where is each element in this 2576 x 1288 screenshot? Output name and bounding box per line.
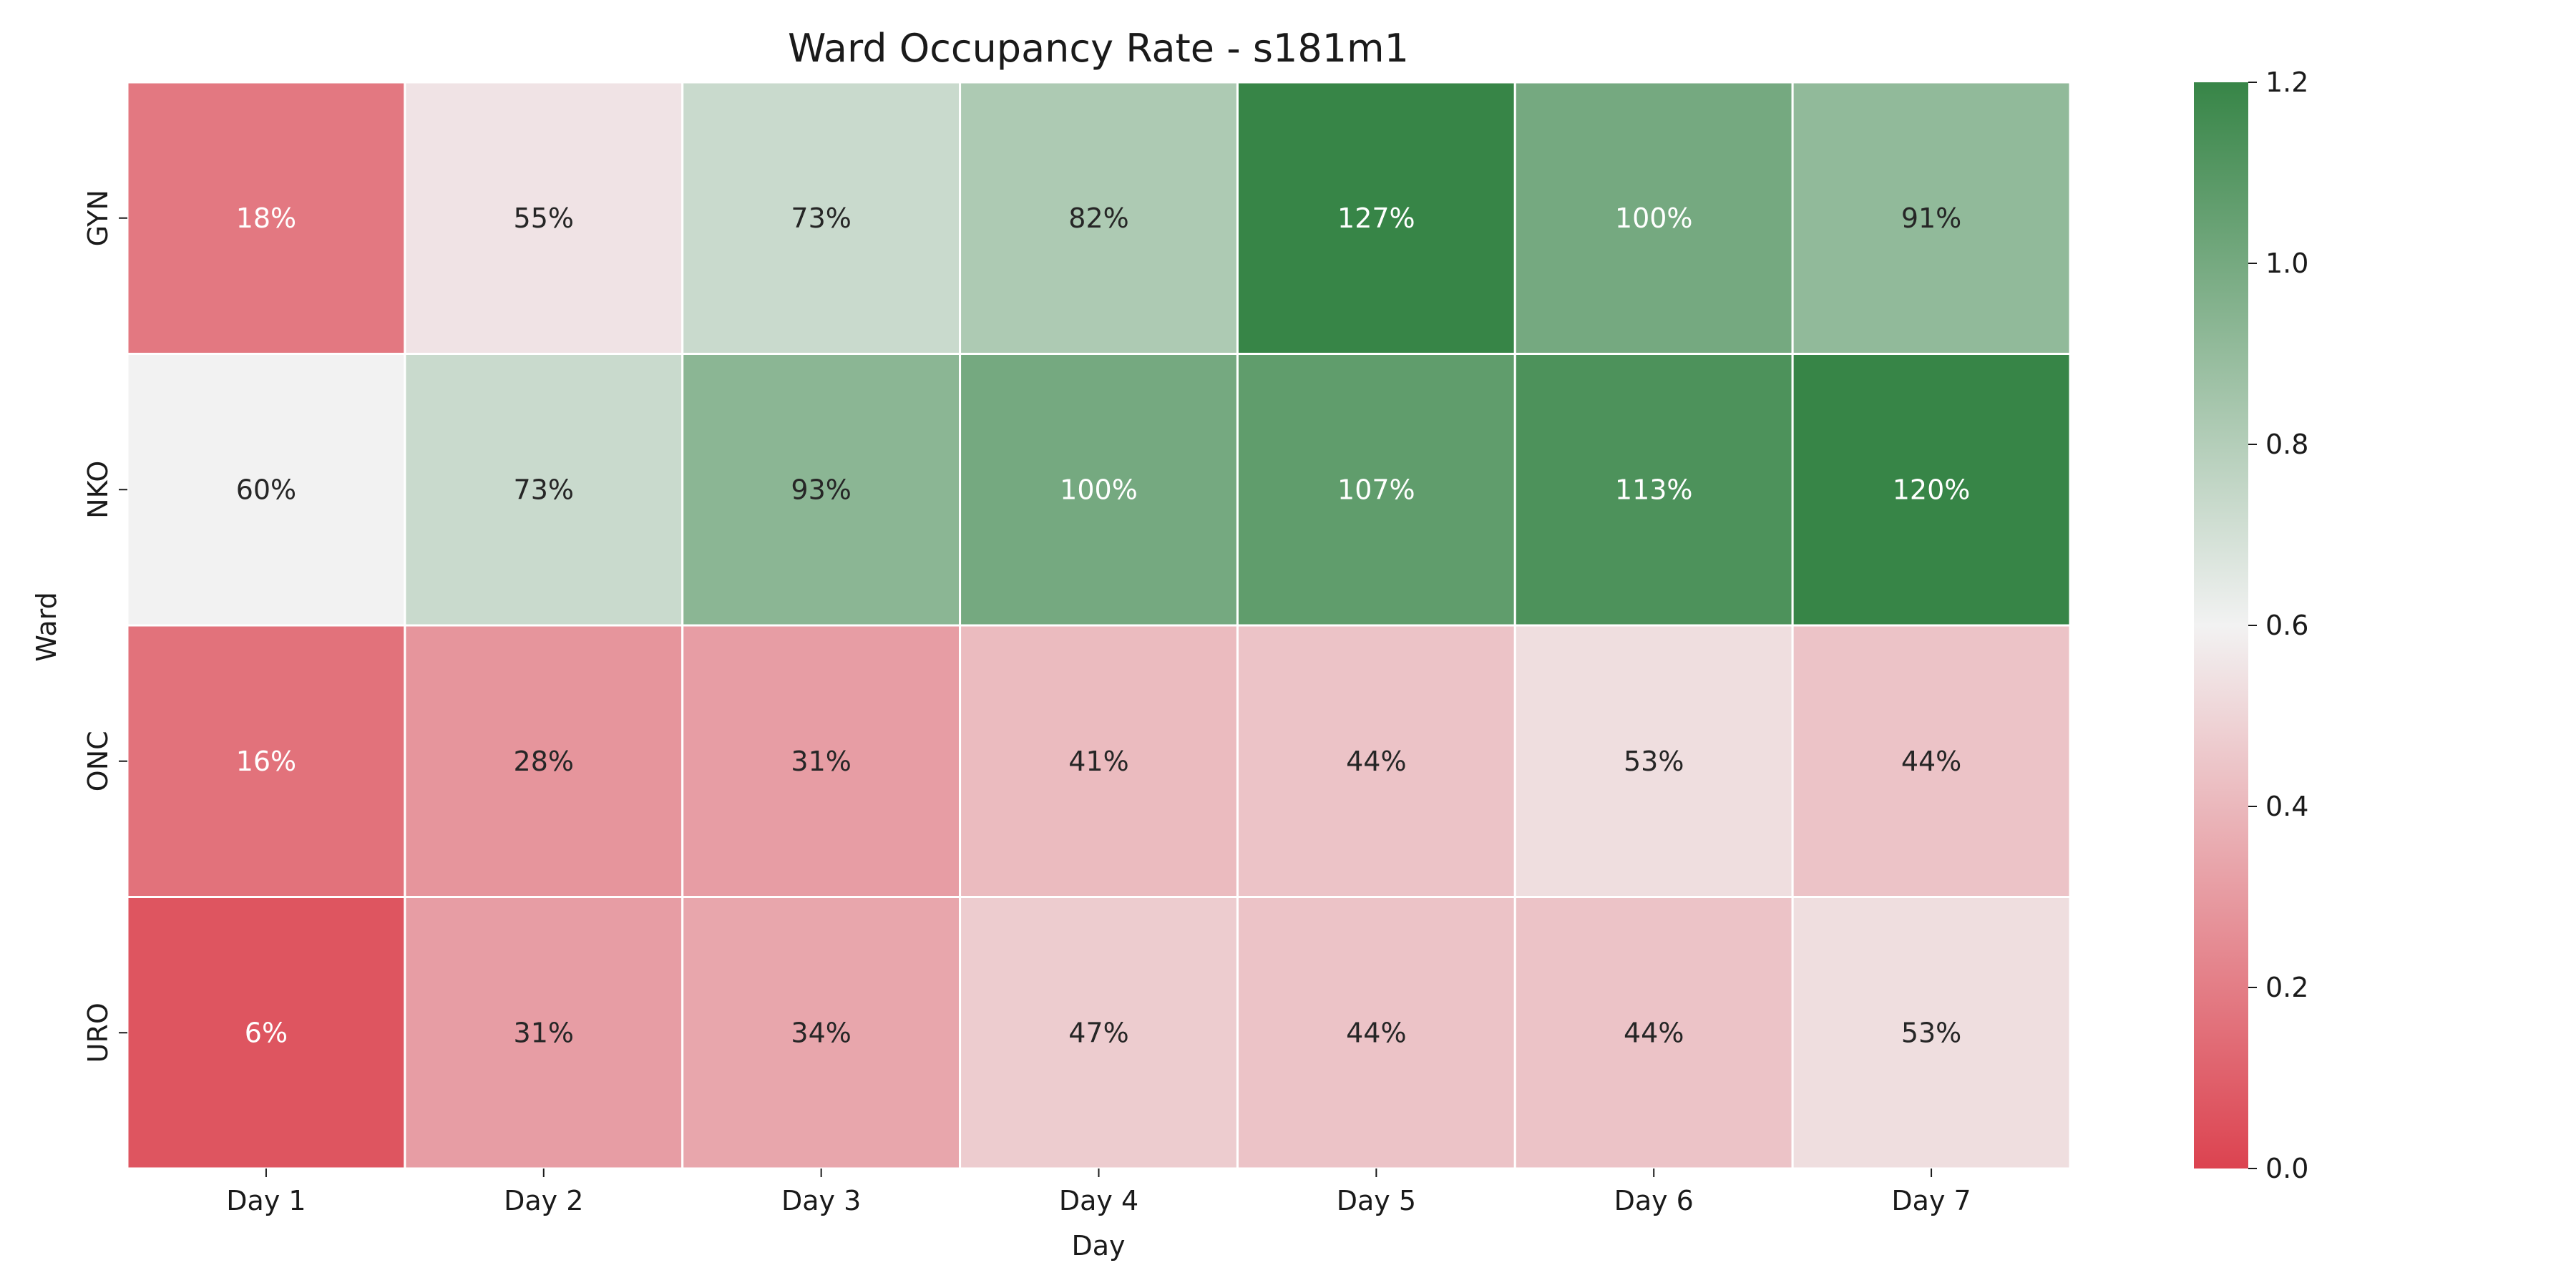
cell-label-nko-day-5: 107% — [1337, 474, 1415, 505]
cell-label-uro-day-7: 53% — [1901, 1017, 1961, 1048]
y-axis-ticks: GYN NKO ONC URO — [82, 190, 127, 1063]
heatmap-cell-nko-day-7 — [1791, 353, 2072, 627]
x-tick-label: Day 4 — [1059, 1185, 1138, 1216]
heatmap-cell-onc-day-2 — [404, 624, 684, 898]
heatmap-cell-gyn-day-4 — [959, 81, 1239, 355]
cell-label-uro-day-5: 44% — [1346, 1017, 1406, 1048]
heatmap-cell-gyn-day-7 — [1791, 81, 2072, 355]
cell-label-gyn-day-5: 127% — [1337, 203, 1415, 234]
cell-label-gyn-day-3: 73% — [791, 203, 851, 234]
cell-label-nko-day-7: 120% — [1893, 474, 1971, 505]
heatmap-cell-uro-day-2 — [404, 896, 684, 1170]
cell-label-gyn-day-1: 18% — [236, 203, 296, 234]
heatmap-cell-gyn-day-1 — [126, 81, 406, 355]
x-tick-label: Day 7 — [1891, 1185, 1971, 1216]
cell-label-gyn-day-2: 55% — [514, 203, 574, 234]
heatmap-cell-gyn-day-3 — [681, 81, 962, 355]
heatmap-cell-uro-day-4 — [959, 896, 1239, 1170]
cell-label-gyn-day-6: 100% — [1615, 203, 1693, 234]
y-tick-label: URO — [82, 1002, 114, 1063]
x-tick-label: Day 5 — [1337, 1185, 1416, 1216]
y-tick-label: ONC — [82, 731, 114, 791]
cell-label-gyn-day-7: 91% — [1901, 203, 1961, 234]
y-axis-label: Ward — [31, 592, 62, 662]
cell-label-onc-day-6: 53% — [1624, 746, 1684, 777]
colorbar-tick-label: 0.6 — [2265, 610, 2308, 641]
heatmap-cell-gyn-day-2 — [404, 81, 684, 355]
cell-label-onc-day-7: 44% — [1901, 746, 1961, 777]
x-tick-label: Day 6 — [1614, 1185, 1694, 1216]
colorbar-tick-label: 0.0 — [2265, 1153, 2308, 1184]
heatmap-cell-uro-day-7 — [1791, 896, 2072, 1170]
colorbar-tick-label: 1.0 — [2265, 248, 2308, 279]
cell-label-onc-day-1: 16% — [236, 746, 296, 777]
heatmap-cell-onc-day-1 — [126, 624, 406, 898]
cell-label-nko-day-2: 73% — [514, 474, 574, 505]
heatmap-cell-uro-day-3 — [681, 896, 962, 1170]
heatmap-cell-onc-day-7 — [1791, 624, 2072, 898]
x-axis-ticks: Day 1 Day 2 Day 3 Day 4 Day 5 Day 6 Day 7 — [226, 1169, 1971, 1216]
x-tick-label: Day 2 — [504, 1185, 583, 1216]
heatmap-cells — [126, 81, 2072, 1170]
colorbar — [2194, 82, 2248, 1169]
cell-label-nko-day-3: 93% — [791, 474, 851, 505]
heatmap-cell-nko-day-2 — [404, 353, 684, 627]
chart-title: Ward Occupancy Rate - s181m1 — [788, 26, 1409, 71]
heatmap-cell-uro-day-5 — [1236, 896, 1516, 1170]
cell-label-nko-day-1: 60% — [236, 474, 296, 505]
cell-label-uro-day-6: 44% — [1624, 1017, 1684, 1048]
heatmap-cell-nko-day-5 — [1236, 353, 1516, 627]
heatmap-cell-nko-day-3 — [681, 353, 962, 627]
heatmap-cell-onc-day-6 — [1513, 624, 1794, 898]
cell-label-uro-day-2: 31% — [514, 1017, 574, 1048]
x-axis-label: Day — [1071, 1230, 1125, 1262]
cell-label-gyn-day-4: 82% — [1068, 203, 1128, 234]
heatmap-cell-nko-day-6 — [1513, 353, 1794, 627]
cell-label-uro-day-1: 6% — [245, 1017, 288, 1048]
cell-label-uro-day-4: 47% — [1068, 1017, 1128, 1048]
colorbar-tick-label: 0.8 — [2265, 429, 2308, 460]
x-tick-label: Day 3 — [781, 1185, 861, 1216]
cell-label-onc-day-4: 41% — [1068, 746, 1128, 777]
colorbar-ticks: 0.0 0.2 0.4 0.6 0.8 1.0 1.2 — [2248, 67, 2308, 1184]
heatmap-cell-nko-day-1 — [126, 353, 406, 627]
colorbar-tick-label: 0.2 — [2265, 972, 2308, 1003]
heatmap-cell-uro-day-1 — [126, 896, 406, 1170]
heatmap-cell-onc-day-3 — [681, 624, 962, 898]
heatmap-cell-labels: 18% 55% 73% 82% 127% 100% 91% 60% 73% 93% 100% 107%… — [236, 203, 1971, 1049]
heatmap-cell-onc-day-4 — [959, 624, 1239, 898]
cell-label-nko-day-4: 100% — [1060, 474, 1138, 505]
cell-label-uro-day-3: 34% — [791, 1017, 851, 1048]
y-tick-label: GYN — [82, 190, 114, 246]
y-tick-label: NKO — [82, 461, 114, 519]
colorbar-tick-label: 1.2 — [2265, 67, 2308, 98]
cell-label-nko-day-6: 113% — [1615, 474, 1693, 505]
cell-label-onc-day-5: 44% — [1346, 746, 1406, 777]
cell-label-onc-day-2: 28% — [514, 746, 574, 777]
x-tick-label: Day 1 — [226, 1185, 306, 1216]
colorbar-tick-label: 0.4 — [2265, 791, 2308, 822]
cell-label-onc-day-3: 31% — [791, 746, 851, 777]
heatmap-cell-onc-day-5 — [1236, 624, 1516, 898]
